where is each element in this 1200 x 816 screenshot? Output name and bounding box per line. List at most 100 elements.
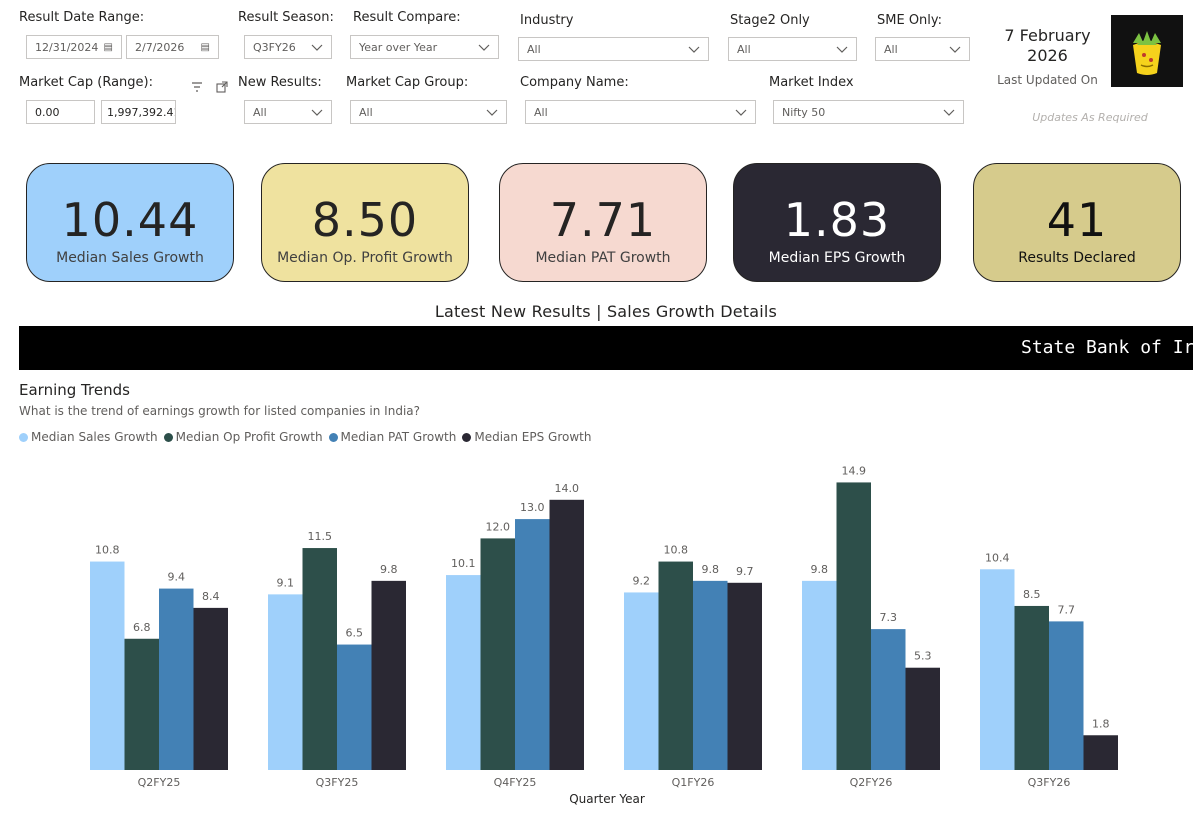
bar[interactable] bbox=[658, 561, 694, 770]
chevron-down-icon bbox=[311, 109, 323, 116]
data-label: 9.7 bbox=[736, 565, 754, 578]
legend-dot bbox=[19, 432, 28, 442]
chevron-down-icon bbox=[735, 109, 747, 116]
data-label: 14.9 bbox=[842, 464, 867, 477]
bar[interactable] bbox=[871, 629, 906, 770]
new-results-dropdown[interactable]: All bbox=[244, 100, 332, 124]
data-label: 10.1 bbox=[451, 557, 476, 570]
focus-mode-icon[interactable] bbox=[215, 80, 229, 94]
legend-item[interactable]: Median Sales Growth bbox=[19, 430, 158, 444]
calendar-icon[interactable]: ▤ bbox=[200, 41, 210, 53]
industry-dropdown[interactable]: All bbox=[518, 37, 709, 61]
result-compare-dropdown[interactable]: Year over Year bbox=[350, 35, 499, 59]
data-label: 5.3 bbox=[914, 650, 932, 663]
kpi-label: Median PAT Growth bbox=[535, 250, 671, 266]
industry-label: Industry bbox=[520, 13, 574, 28]
kpi-card-median-pat-growth: 7.71 Median PAT Growth bbox=[499, 163, 707, 282]
market-cap-max-value: 1,997,392.41 bbox=[107, 105, 176, 119]
bar[interactable] bbox=[446, 575, 481, 770]
x-tick-label: Q1FY26 bbox=[672, 776, 715, 789]
market-cap-min-input[interactable]: 0.00 bbox=[26, 100, 95, 124]
data-label: 12.0 bbox=[486, 520, 511, 533]
bar[interactable] bbox=[980, 569, 1015, 770]
bar[interactable] bbox=[802, 580, 837, 770]
bar[interactable] bbox=[480, 538, 516, 770]
bar[interactable] bbox=[515, 519, 550, 770]
legend-label: Median Sales Growth bbox=[31, 430, 158, 444]
date-end-input[interactable]: 2/7/2026 ▤ bbox=[126, 35, 219, 59]
sme-only-label: SME Only: bbox=[877, 13, 943, 28]
data-label: 9.8 bbox=[702, 563, 720, 576]
bar[interactable] bbox=[693, 580, 728, 770]
bar[interactable] bbox=[90, 561, 125, 770]
ticker-text: State Bank of Ir bbox=[1021, 337, 1193, 358]
data-label: 6.5 bbox=[346, 627, 364, 640]
data-label: 6.8 bbox=[133, 621, 151, 634]
market-index-dropdown[interactable]: Nifty 50 bbox=[773, 100, 964, 124]
bar[interactable] bbox=[624, 592, 659, 770]
bar[interactable] bbox=[337, 644, 372, 770]
filter-icon[interactable] bbox=[190, 80, 204, 94]
stage2-only-label: Stage2 Only bbox=[730, 13, 810, 28]
data-label: 7.7 bbox=[1058, 603, 1076, 616]
date-start-input[interactable]: 12/31/2024 ▤ bbox=[26, 35, 122, 59]
legend-label: Median PAT Growth bbox=[340, 430, 457, 444]
sme-only-value: All bbox=[884, 42, 898, 56]
chevron-down-icon bbox=[311, 44, 323, 51]
kpi-value: 7.71 bbox=[549, 193, 657, 247]
brand-logo-icon bbox=[1111, 15, 1183, 87]
bar[interactable] bbox=[268, 594, 303, 770]
results-ticker: State Bank of Ir bbox=[19, 326, 1193, 370]
data-label: 9.8 bbox=[380, 563, 398, 576]
result-compare-value: Year over Year bbox=[359, 40, 438, 54]
kpi-value: 8.50 bbox=[311, 193, 419, 247]
data-label: 9.2 bbox=[633, 574, 651, 587]
chevron-down-icon bbox=[836, 46, 848, 53]
data-label: 10.8 bbox=[95, 544, 120, 557]
bar[interactable] bbox=[1014, 605, 1050, 770]
legend-item[interactable]: Median EPS Growth bbox=[462, 430, 592, 444]
market-cap-range-label: Market Cap (Range): bbox=[19, 75, 153, 90]
bar[interactable] bbox=[124, 638, 160, 770]
last-updated-date-line2: 2026 bbox=[1027, 46, 1068, 65]
result-season-dropdown[interactable]: Q3FY26 bbox=[244, 35, 332, 59]
bar[interactable] bbox=[836, 482, 872, 770]
legend-label: Median EPS Growth bbox=[474, 430, 592, 444]
bar[interactable] bbox=[1049, 621, 1084, 770]
bar[interactable] bbox=[302, 548, 338, 770]
bar[interactable] bbox=[727, 582, 763, 770]
data-label: 10.8 bbox=[664, 544, 689, 557]
chevron-down-icon bbox=[478, 44, 490, 51]
legend-dot bbox=[328, 432, 338, 442]
x-tick-label: Q4FY25 bbox=[494, 776, 537, 789]
bar[interactable] bbox=[159, 588, 194, 770]
chevron-down-icon bbox=[943, 109, 955, 116]
bar[interactable] bbox=[371, 580, 407, 770]
legend-item[interactable]: Median PAT Growth bbox=[328, 430, 457, 444]
result-date-range-label: Result Date Range: bbox=[19, 10, 145, 25]
market-cap-group-label: Market Cap Group: bbox=[346, 75, 469, 90]
bar[interactable] bbox=[905, 667, 941, 770]
bar[interactable] bbox=[549, 499, 585, 770]
market-cap-min-value: 0.00 bbox=[35, 105, 60, 119]
bar[interactable] bbox=[1083, 735, 1119, 770]
market-cap-group-dropdown[interactable]: All bbox=[350, 100, 507, 124]
company-name-dropdown[interactable]: All bbox=[525, 100, 756, 124]
legend-item[interactable]: Median Op Profit Growth bbox=[163, 430, 323, 444]
industry-value: All bbox=[527, 42, 541, 56]
legend-dot bbox=[462, 432, 472, 442]
data-label: 14.0 bbox=[555, 482, 580, 495]
date-end-value: 2/7/2026 bbox=[135, 40, 185, 54]
market-index-label: Market Index bbox=[769, 75, 854, 90]
result-compare-label: Result Compare: bbox=[353, 10, 461, 25]
data-label: 9.1 bbox=[277, 576, 295, 589]
bar[interactable] bbox=[193, 607, 229, 770]
sme-only-dropdown[interactable]: All bbox=[875, 37, 970, 61]
chart-subtitle: What is the trend of earnings growth for… bbox=[19, 404, 420, 418]
data-label: 7.3 bbox=[880, 611, 898, 624]
company-name-label: Company Name: bbox=[520, 75, 629, 90]
market-cap-max-input[interactable]: 1,997,392.41 bbox=[101, 100, 176, 124]
last-updated-date: 7 February 2026 bbox=[985, 26, 1110, 66]
calendar-icon[interactable]: ▤ bbox=[103, 41, 113, 53]
stage2-only-dropdown[interactable]: All bbox=[728, 37, 857, 61]
